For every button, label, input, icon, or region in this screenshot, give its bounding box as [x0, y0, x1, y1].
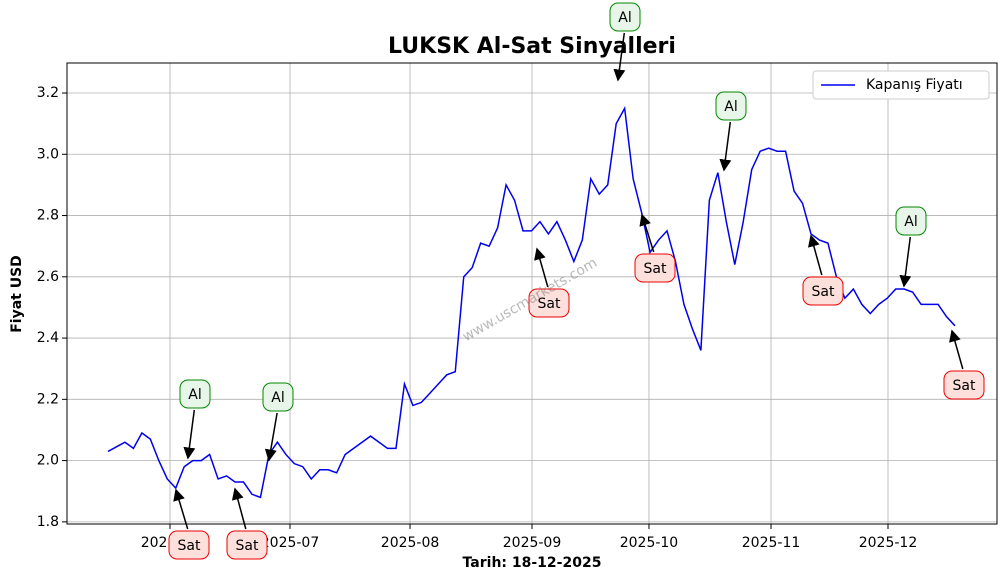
y-tick-label: 2.2: [37, 391, 59, 407]
y-tick-label: 3.0: [37, 146, 59, 162]
x-axis-label: Tarih: 18-12-2025: [463, 555, 602, 571]
y-tick-label: 2.6: [37, 269, 59, 285]
y-tick-label: 2.8: [37, 208, 59, 224]
annotation-label: Sat: [236, 538, 259, 554]
legend-label: Kapanış Fiyatı: [866, 77, 963, 93]
chart-title: LUKSK Al-Sat Sinyalleri: [388, 34, 676, 59]
y-tick-label: 2.4: [37, 330, 59, 346]
annotation-box: [943, 370, 985, 400]
y-axis-label: Fiyat USD: [9, 255, 25, 333]
x-tick-label: 2025-12: [859, 535, 918, 551]
annotation-box: [634, 253, 676, 283]
y-tick-label: 3.2: [37, 85, 59, 101]
y-tick-label: 2.0: [37, 453, 59, 469]
x-tick-label: 2025-08: [381, 535, 440, 551]
annotation-label: Al: [618, 10, 631, 26]
annotation-label: Sat: [812, 284, 835, 300]
annotation-arrow: [899, 236, 912, 288]
watermark: www.uscmarkets.com: [460, 255, 600, 345]
annotation-arrow: [534, 247, 549, 288]
annotation-label: Al: [724, 99, 737, 115]
annotation-arrow: [808, 234, 823, 276]
y-tick-label: 1.8: [37, 514, 59, 530]
annotation-arrow: [639, 213, 655, 253]
annotation-box: [179, 379, 211, 409]
plot-frame: [66, 62, 998, 525]
annotation-arrow: [949, 329, 964, 370]
annotation-arrow: [183, 409, 196, 460]
annotation-box: [226, 530, 268, 560]
annotation-label: Sat: [644, 261, 667, 277]
annotation-label: Al: [188, 387, 201, 403]
annotation-label: Sat: [538, 296, 561, 312]
annotation-arrow: [173, 488, 189, 530]
annotation-label: Al: [271, 390, 284, 406]
x-tick-label: 2025-10: [620, 535, 679, 551]
annotation-box: [715, 91, 747, 121]
annotation-label: Sat: [178, 538, 201, 554]
legend-box: [812, 70, 990, 100]
annotation-label: Al: [904, 214, 917, 230]
annotation-box: [262, 382, 294, 412]
annotation-arrow: [231, 487, 247, 530]
annotation-arrow: [613, 32, 626, 82]
annotation-arrow: [719, 121, 732, 172]
annotation-box: [528, 288, 570, 318]
annotation-label: Sat: [953, 378, 976, 394]
annotation-box: [802, 276, 844, 306]
x-tick-label: 2025-07: [261, 535, 320, 551]
annotation-box: [609, 2, 641, 32]
x-tick-label: 2025-09: [503, 535, 562, 551]
annotation-box: [168, 530, 210, 560]
x-tick-label: 2025-11: [742, 535, 801, 551]
annotation-arrow: [264, 412, 278, 462]
annotation-box: [895, 206, 927, 236]
